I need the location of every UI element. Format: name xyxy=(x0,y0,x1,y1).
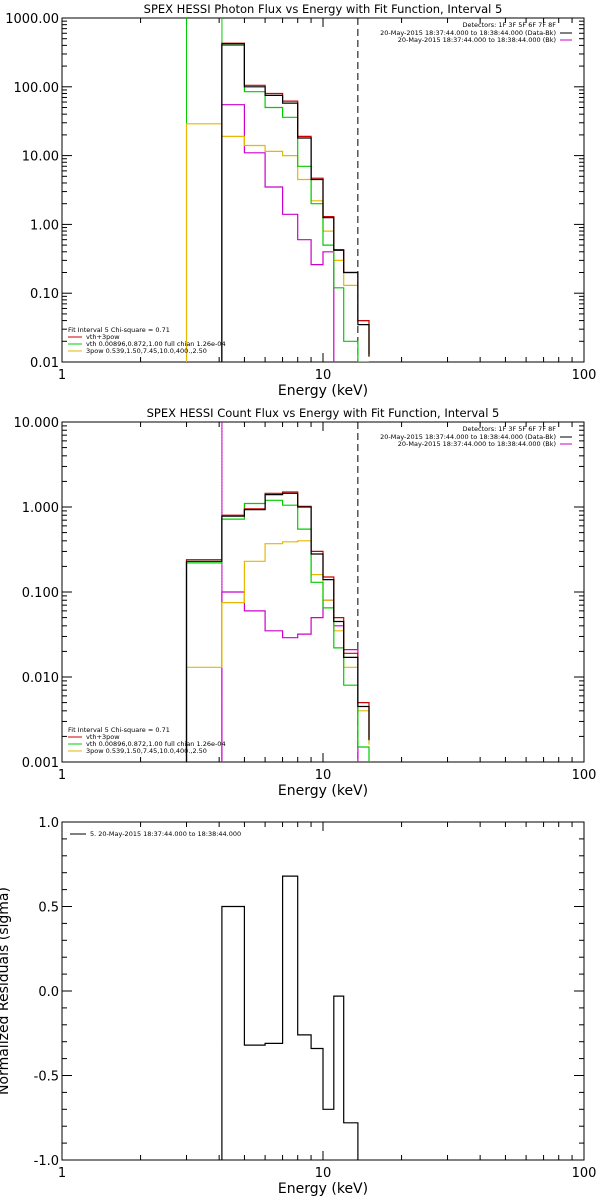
chart-panel-2: SPEX HESSI Count Flux vs Energy with Fit… xyxy=(14,406,597,799)
y-tick-label: 0.01 xyxy=(30,356,59,371)
y-axis: -1.0 -0.5 0.0 0.5 1.0 Normalized Residuals (s… xyxy=(0,816,584,1169)
x-tick-label: 1 xyxy=(58,368,66,383)
legend-entry-label: vth+3pow xyxy=(86,733,120,741)
y-tick-label: 10.000 xyxy=(14,416,60,431)
series-line-vth xyxy=(221,44,369,362)
chart-title: SPEX HESSI Count Flux vs Energy with Fit… xyxy=(147,406,500,420)
x-axis: 1 10 100 Energy (keV) xyxy=(58,422,597,799)
series-line-residuals xyxy=(221,875,359,1160)
legend-entry-label: 3pow 0.539,1.50,7.45,10.0,400.,2.50 xyxy=(86,347,207,355)
legend-entry-label: 5. 20-May-2015 18:37:44.000 to 18:38:44.… xyxy=(90,830,241,838)
series-line-bk xyxy=(221,591,359,762)
x-axis: 1 10 100 Energy (keV) xyxy=(58,18,597,399)
x-tick-label: 1 xyxy=(58,1166,66,1181)
y-tick-label: 1.000 xyxy=(22,501,59,516)
y-axis: 0.01 0.10 1.00 10.00 100.00 1000.00 xyxy=(5,12,584,371)
y-tick-label: 0.10 xyxy=(30,287,59,302)
y-tick-label: 0.0 xyxy=(38,985,59,1000)
x-axis: 1 10 100 Energy (keV) xyxy=(58,822,597,1197)
legend-entry-label: vth 0.00896,0.872,1.00 full chian 1.26e-… xyxy=(86,740,226,748)
series-group xyxy=(185,491,370,762)
series-line-bk xyxy=(221,104,335,362)
chart-title: SPEX HESSI Photon Flux vs Energy with Fi… xyxy=(144,2,503,16)
legend-header: Fit Interval 5 Chi-square = 0.71 xyxy=(68,326,170,334)
y-axis: 0.001 0.010 0.100 1.000 10.000 xyxy=(14,416,584,771)
legend-entry-label: 20-May-2015 18:37:44.000 to 18:38:44.000… xyxy=(380,433,556,441)
y-tick-label: 0.001 xyxy=(22,756,59,771)
y-tick-label: 1.00 xyxy=(30,218,59,233)
series-line-3pow xyxy=(185,123,370,362)
marker-lines xyxy=(186,18,359,362)
legend-entry-label: 20-May-2015 18:37:44.000 to 18:38:44.000… xyxy=(398,440,556,448)
legend-entry-label: 3pow 0.539,1.50,7.45,10.0,400.,2.50 xyxy=(86,747,207,755)
chart-panel-3: 1 10 100 Energy (keV) -1.0 -0.5 0.0 0.5 1.0 Norma… xyxy=(0,816,596,1197)
x-tick-label: 10 xyxy=(315,1166,332,1181)
legend-entry-label: vth+3pow xyxy=(86,333,120,341)
series-line-vth xyxy=(185,499,370,762)
legend-header: Fit Interval 5 Chi-square = 0.71 xyxy=(68,726,170,734)
legend-entry-label: vth 0.00896,0.872,1.00 full chian 1.26e-… xyxy=(86,340,226,348)
y-tick-label: 1.0 xyxy=(38,816,59,831)
chart-panel-1: SPEX HESSI Photon Flux vs Energy with Fi… xyxy=(5,2,596,399)
x-tick-label: 100 xyxy=(572,368,597,383)
x-axis-label: Energy (keV) xyxy=(278,383,368,399)
x-tick-label: 10 xyxy=(315,368,332,383)
series-line-data-bk xyxy=(221,43,370,362)
series-line-3pow xyxy=(185,540,370,762)
legend-header: Detectors: 1F 3F 5F 6F 7F 8F xyxy=(462,425,556,433)
x-tick-label: 100 xyxy=(572,768,597,783)
y-tick-label: -0.5 xyxy=(34,1070,59,1085)
legend-entry-label: 20-May-2015 18:37:44.000 to 18:38:44.000… xyxy=(380,29,556,37)
legend: Detectors: 1F 3F 5F 6F 7F 8F20-May-2015 … xyxy=(68,425,572,755)
y-tick-label: 100.00 xyxy=(14,81,60,96)
legend-entry-label: 20-May-2015 18:37:44.000 to 18:38:44.000… xyxy=(398,36,556,44)
x-tick-label: 10 xyxy=(315,768,332,783)
series-group xyxy=(221,875,359,1160)
x-axis-label: Energy (keV) xyxy=(278,783,368,799)
x-axis-label: Energy (keV) xyxy=(278,1181,368,1197)
y-tick-label: -1.0 xyxy=(34,1154,59,1169)
legend: 5. 20-May-2015 18:37:44.000 to 18:38:44.… xyxy=(70,830,241,838)
x-tick-label: 1 xyxy=(58,768,66,783)
series-group xyxy=(185,42,370,362)
y-tick-label: 0.100 xyxy=(22,586,59,601)
series-line-vth-3pow xyxy=(185,491,370,762)
y-tick-label: 10.00 xyxy=(22,150,59,165)
x-tick-label: 100 xyxy=(572,1166,597,1181)
legend-header: Detectors: 1F 3F 5F 6F 7F 8F xyxy=(462,21,556,29)
y-axis-label: Normalized Residuals (sigma) xyxy=(0,887,12,1095)
legend: Detectors: 1F 3F 5F 6F 7F 8F20-May-2015 … xyxy=(68,21,572,355)
y-tick-label: 1000.00 xyxy=(5,12,59,27)
y-tick-label: 0.5 xyxy=(38,901,59,916)
y-tick-label: 0.010 xyxy=(22,671,59,686)
series-line-data-bk xyxy=(185,492,370,762)
